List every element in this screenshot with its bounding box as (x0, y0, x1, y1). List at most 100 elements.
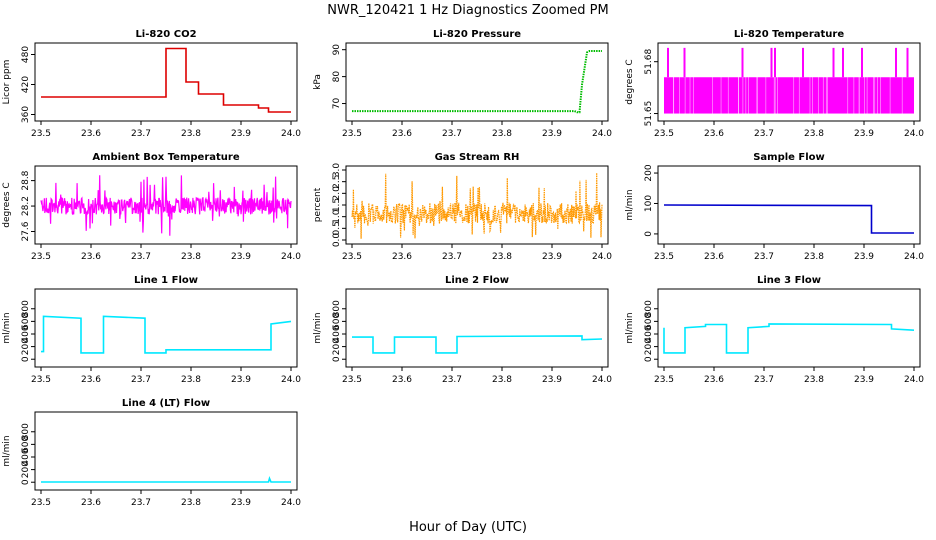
series-line (41, 475, 291, 483)
x-tick-label: 23.5 (342, 129, 362, 139)
x-tick-label: 23.5 (31, 252, 51, 262)
y-tick-label: 0 (644, 356, 654, 362)
y-tick-label: 800 (21, 423, 31, 440)
y-tick-label: 400 (21, 325, 31, 342)
y-axis-label: ml/min (2, 435, 12, 466)
x-tick-label: 23.8 (492, 375, 512, 385)
x-tick-label: 23.8 (181, 252, 201, 262)
x-tick-label: 23.5 (654, 129, 674, 139)
x-tick-label: 24.0 (592, 375, 612, 385)
y-tick-label: 0 (332, 356, 342, 362)
x-tick-label: 23.8 (181, 375, 201, 385)
x-tick-label: 23.8 (804, 252, 824, 262)
x-tick-label: 24.0 (904, 129, 924, 139)
y-tick-label: 600 (644, 313, 654, 330)
series-line (40, 175, 292, 236)
y-axis-label: kPa (313, 74, 323, 90)
panel-title: Line 1 Flow (134, 275, 198, 286)
plot-frame (34, 288, 298, 368)
y-tick-label: 400 (332, 325, 342, 342)
x-tick-label: 23.9 (854, 375, 874, 385)
y-tick-label: 420 (21, 76, 31, 93)
x-tick-label: 23.8 (492, 129, 512, 139)
x-tick-label: 24.0 (592, 129, 612, 139)
x-tick-label: 23.7 (442, 375, 462, 385)
panel-title: Li-820 Temperature (734, 29, 844, 40)
x-tick-label: 23.7 (131, 498, 151, 508)
series-band (664, 77, 914, 114)
x-tick-label: 23.5 (31, 498, 51, 508)
x-tick-label: 23.8 (181, 498, 201, 508)
panel-title: Gas Stream RH (435, 152, 520, 163)
panel-8: Line 2 Flow 23.5 23.6 23.7 23.8 23.9 24.0 02004… (313, 275, 612, 385)
y-tick-label: 51.68 (644, 49, 654, 75)
y-tick-label: 0 (21, 479, 31, 485)
x-tick-label: 23.6 (704, 129, 724, 139)
panel-title: Line 2 Flow (445, 275, 509, 286)
x-tick-label: 23.6 (81, 498, 101, 508)
y-axis-label: degrees C (2, 182, 12, 227)
y-tick-label: 27.6 (21, 221, 31, 241)
y-tick-label: 600 (332, 313, 342, 330)
y-tick-label: 400 (21, 448, 31, 465)
x-tick-label: 23.5 (654, 375, 674, 385)
panel-title: Li-820 Pressure (433, 29, 521, 40)
x-tick-label: 23.7 (442, 252, 462, 262)
x-tick-label: 23.5 (342, 252, 362, 262)
plot-frame (657, 288, 921, 368)
x-tick-label: 23.9 (542, 375, 562, 385)
y-axis-label: degrees C (625, 59, 635, 104)
plot-frame (34, 411, 298, 491)
x-tick-label: 23.9 (854, 129, 874, 139)
y-tick-label: 90 (332, 44, 342, 56)
plot-frame (34, 165, 298, 245)
y-axis-label: ml/min (625, 312, 635, 343)
plot-frame (345, 288, 609, 368)
y-tick-label: 200 (21, 338, 31, 355)
y-tick-label: 600 (21, 436, 31, 453)
x-tick-label: 23.7 (754, 129, 774, 139)
x-tick-label: 23.6 (392, 375, 412, 385)
y-tick-label: 200 (644, 164, 654, 181)
y-tick-label: 70 (332, 98, 342, 110)
y-tick-label: 80 (332, 71, 342, 83)
x-tick-label: 23.6 (81, 129, 101, 139)
x-tick-label: 23.5 (31, 375, 51, 385)
x-tick-label: 23.6 (704, 375, 724, 385)
x-tick-label: 23.9 (854, 252, 874, 262)
y-tick-label: 2.5 (332, 175, 342, 189)
x-tick-label: 23.7 (131, 129, 151, 139)
x-tick-label: 23.6 (81, 252, 101, 262)
panel-2: Li-820 Pressure 23.5 23.6 23.7 23.8 23.9 24.0 7… (313, 29, 612, 139)
series-line (41, 315, 292, 354)
x-tick-label: 23.6 (392, 252, 412, 262)
y-axis-label: ml/min (625, 189, 635, 220)
x-tick-label: 23.9 (231, 252, 251, 262)
series-line (351, 172, 603, 239)
panel-7: Line 1 Flow 23.5 23.6 23.7 23.8 23.9 24.0 02004… (2, 275, 301, 385)
y-tick-label: 3.0 (332, 163, 342, 178)
y-tick-label: 0 (644, 231, 654, 237)
panel-6: Sample Flow 23.5 23.6 23.7 23.8 23.9 24.0 0 100 2… (625, 152, 924, 262)
x-tick-label: 23.8 (492, 252, 512, 262)
x-tick-label: 23.8 (181, 129, 201, 139)
x-tick-label: 23.7 (131, 375, 151, 385)
x-tick-label: 24.0 (281, 498, 301, 508)
plot-frame (34, 42, 298, 122)
x-tick-label: 24.0 (904, 252, 924, 262)
x-tick-label: 23.9 (542, 129, 562, 139)
y-axis-label: ml/min (313, 312, 323, 343)
panel-9: Line 3 Flow 23.5 23.6 23.7 23.8 23.9 24.0 02004… (625, 275, 924, 385)
y-tick-label: 200 (21, 461, 31, 478)
y-tick-label: 2.0 (332, 186, 342, 201)
panel-4: Ambient Box Temperature 23.5 23.6 23.7 23.8 2… (2, 152, 301, 262)
figure-title: NWR_120421 1 Hz Diagnostics Zoomed PM (327, 3, 609, 18)
x-tick-label: 23.9 (231, 129, 251, 139)
y-tick-label: 600 (21, 313, 31, 330)
x-tick-label: 23.5 (342, 375, 362, 385)
y-tick-label: 480 (21, 46, 31, 63)
y-tick-label: 800 (644, 300, 654, 317)
y-tick-label: 800 (332, 300, 342, 317)
panel-title: Line 3 Flow (757, 275, 821, 286)
x-tick-label: 23.6 (392, 129, 412, 139)
